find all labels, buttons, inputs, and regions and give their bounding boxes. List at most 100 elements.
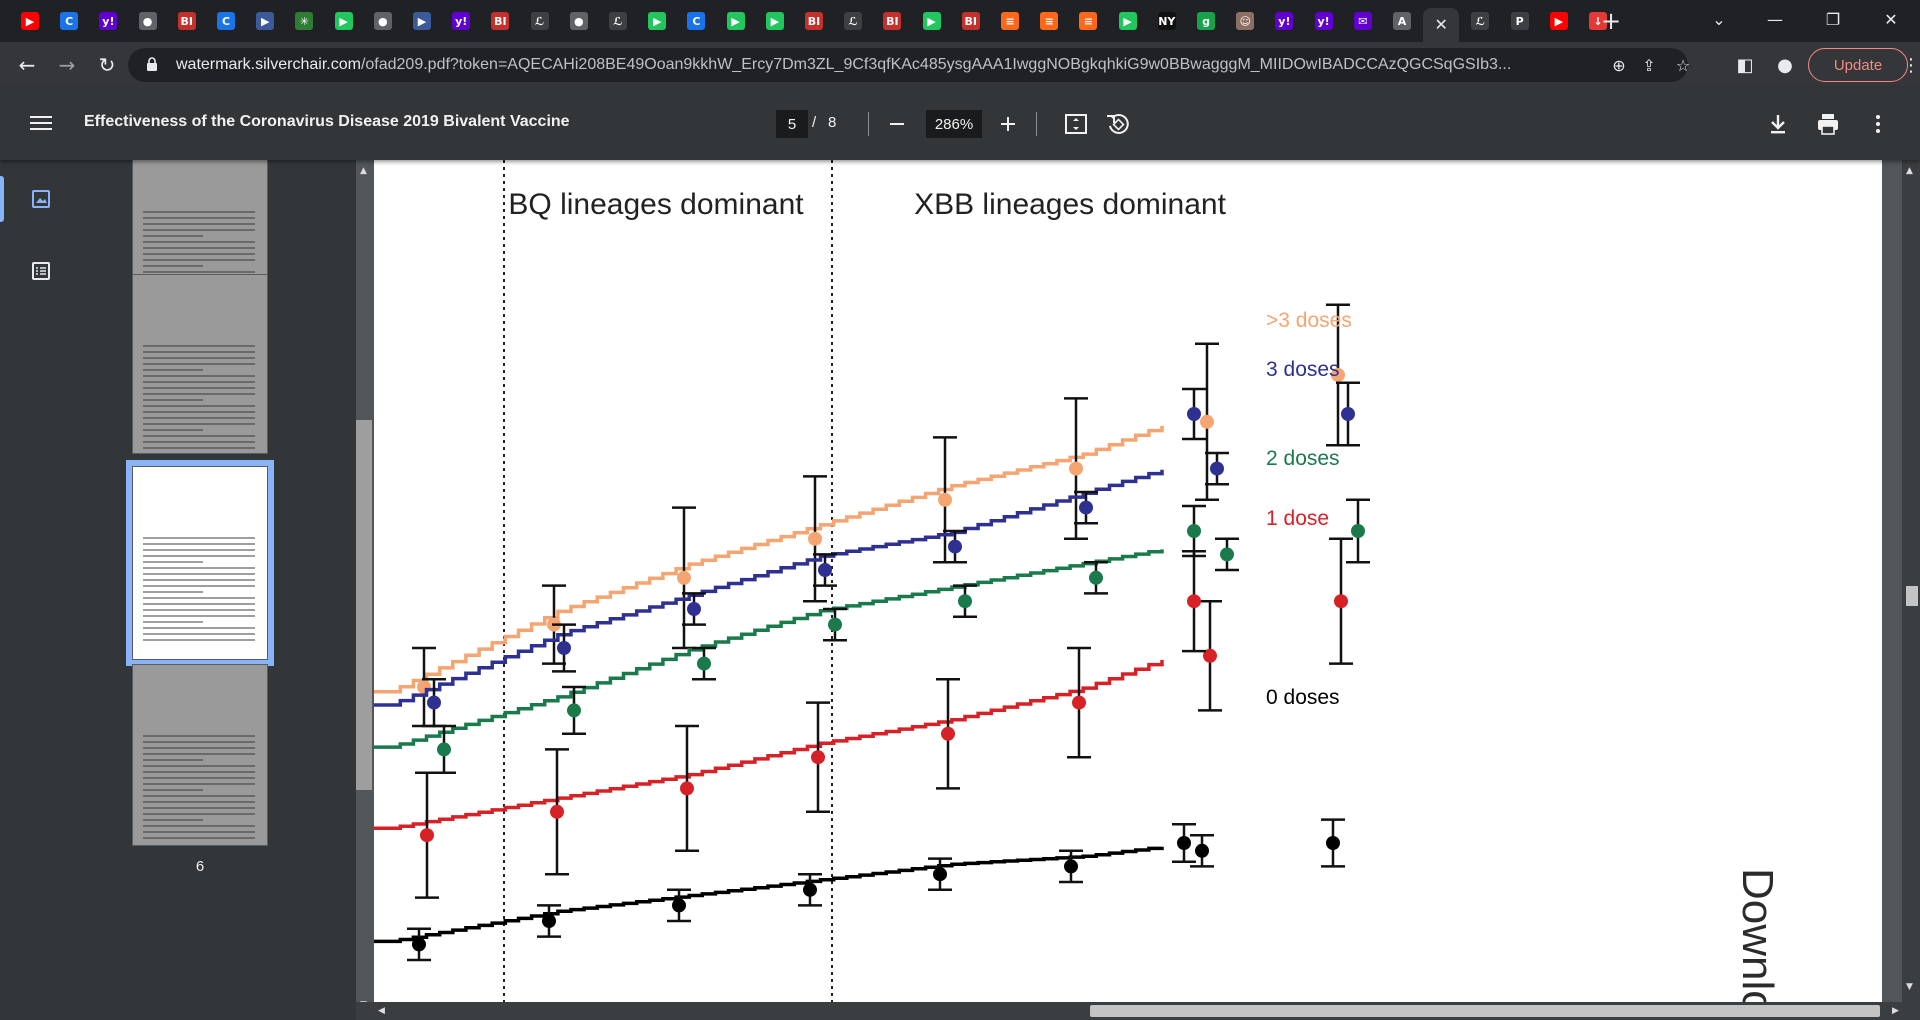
browser-tab[interactable]: ● [134,8,162,34]
side-panel-icon[interactable]: ◧ [1736,54,1754,76]
scroll-up-arrow-icon[interactable]: ▲ [1906,166,1913,176]
rotate-icon[interactable] [1104,110,1132,138]
outline-icon[interactable] [30,260,52,282]
fit-page-icon[interactable] [1062,110,1090,138]
thumbnails-icon[interactable] [30,188,52,210]
browser-tab[interactable]: ℒ [604,8,632,34]
thumbnail-text-line [143,627,255,629]
tab-search-chevron-icon[interactable]: ⌄ [1712,9,1726,29]
share-icon[interactable]: ⇪ [1642,55,1656,75]
update-button[interactable]: Update [1808,48,1908,82]
zoom-lens-icon[interactable]: ⊕ [1612,55,1626,75]
data-point [1064,859,1078,874]
menu-icon[interactable] [28,112,54,136]
browser-tab[interactable]: C [682,8,710,34]
zoom-level-input[interactable]: 286% [926,110,982,138]
zoom-in-button[interactable] [994,110,1022,138]
browser-tab[interactable]: ▶ [1114,8,1142,34]
browser-tab[interactable]: ↓ [1584,8,1612,34]
browser-tab[interactable]: y! [1270,8,1298,34]
restore-button[interactable]: ❐ [1825,9,1841,29]
browser-tab[interactable]: ▶ [722,8,750,34]
browser-tab[interactable]: C [212,8,240,34]
horizontal-scrollbar-thumb[interactable] [1090,1005,1880,1017]
browser-tab[interactable]: ● [565,8,593,34]
scroll-down-arrow-icon[interactable]: ▼ [1906,982,1913,992]
browser-tab[interactable]: ✉ [1349,8,1377,34]
browser-tab[interactable]: ≡ [996,8,1024,34]
browser-tab[interactable]: ≡ [1035,8,1063,34]
minimize-button[interactable]: — [1767,9,1783,29]
thumbnail-text-line [143,819,203,821]
browser-tab[interactable]: g [1192,8,1220,34]
play-green-icon: ▶ [334,12,353,30]
browser-tab[interactable]: ▶ [761,8,789,34]
bookmark-star-icon[interactable]: ☆ [1675,55,1691,75]
browser-tab[interactable]: BI [173,8,201,34]
zoom-out-button[interactable] [884,110,912,138]
page-number-input[interactable]: 5 [776,110,808,138]
page-thumbnail[interactable] [132,274,268,454]
series-line [374,659,1164,830]
browser-tab[interactable]: ▶ [1545,8,1573,34]
browser-tab[interactable]: ▶ [408,8,436,34]
download-icon[interactable] [1764,110,1792,138]
scroll-up-arrow-icon[interactable]: ▲ [360,166,367,176]
browser-tab[interactable]: ℒ [839,8,867,34]
reload-button[interactable]: ↻ [98,53,116,77]
browser-tab[interactable]: ℒ [526,8,554,34]
profile-icon[interactable]: ● [1777,54,1793,76]
browser-tab[interactable]: ✳ [290,8,318,34]
browser-tab[interactable]: ☺ [1231,8,1259,34]
forward-button[interactable]: → [58,53,76,77]
portrait-icon: ☺ [1236,12,1255,30]
browser-tab[interactable]: BI [878,8,906,34]
scroll-right-arrow-icon[interactable]: ▶ [1892,1006,1899,1016]
thumbnail-text-line [143,555,255,557]
chrome-menu-icon[interactable]: ⋮ [1902,54,1920,76]
browser-tab[interactable]: C [55,8,83,34]
thumbnail-text-line [143,567,255,569]
thumbnail-text-line [143,217,255,219]
print-icon[interactable] [1814,110,1842,138]
vertical-scrollbar-thumb[interactable] [1906,586,1918,606]
pdf-viewport[interactable]: BQ lineages dominant XBB lineages dominan… [356,160,1920,1020]
browser-tab[interactable]: BI [957,8,985,34]
browser-tab[interactable]: A [1388,8,1416,34]
p-icon: P [1510,12,1529,30]
browser-tab[interactable]: ✕ [1423,8,1460,42]
browser-tab[interactable]: ℒ [1466,8,1494,34]
thumbnail-text-line [143,399,203,401]
browser-tab[interactable]: ● [369,8,397,34]
data-point [427,695,441,710]
browser-tab[interactable]: y! [447,8,475,34]
browser-tab[interactable]: BI [486,8,514,34]
close-icon[interactable]: ✕ [1434,16,1448,34]
browser-tab[interactable]: ▶ [918,8,946,34]
address-bar[interactable]: watermark.silverchair.com/ofad209.pdf?to… [128,48,1690,82]
page-thumbnail[interactable] [126,460,274,666]
page-thumbnail[interactable] [132,664,268,846]
browser-tab[interactable]: y! [94,8,122,34]
scroll-left-arrow-icon[interactable]: ◀ [378,1006,385,1016]
browser-tab[interactable]: NY [1153,8,1181,34]
browser-tab[interactable]: P [1506,8,1534,34]
lock-icon [147,57,157,71]
thumbnail-text-line [143,247,255,249]
browser-tab[interactable]: ▶ [16,8,44,34]
vertical-scrollbar[interactable] [1902,160,1920,1002]
close-window-button[interactable]: ✕ [1884,9,1898,29]
new-tab-button[interactable]: + [1600,7,1622,35]
browser-tab[interactable]: ▶ [330,8,358,34]
browser-tab[interactable]: y! [1310,8,1338,34]
left-scrollbar-thumb[interactable] [356,420,372,790]
browser-tab[interactable]: ▶ [643,8,671,34]
browser-tab[interactable]: ▶ [251,8,279,34]
more-options-icon[interactable] [1864,110,1892,138]
data-point [1220,547,1234,562]
thumbnail-text-line [143,795,255,797]
back-button[interactable]: ← [18,53,36,77]
browser-tab[interactable]: BI [800,8,828,34]
browser-tab[interactable]: ≡ [1074,8,1102,34]
thumbnail-text-line [143,345,255,347]
